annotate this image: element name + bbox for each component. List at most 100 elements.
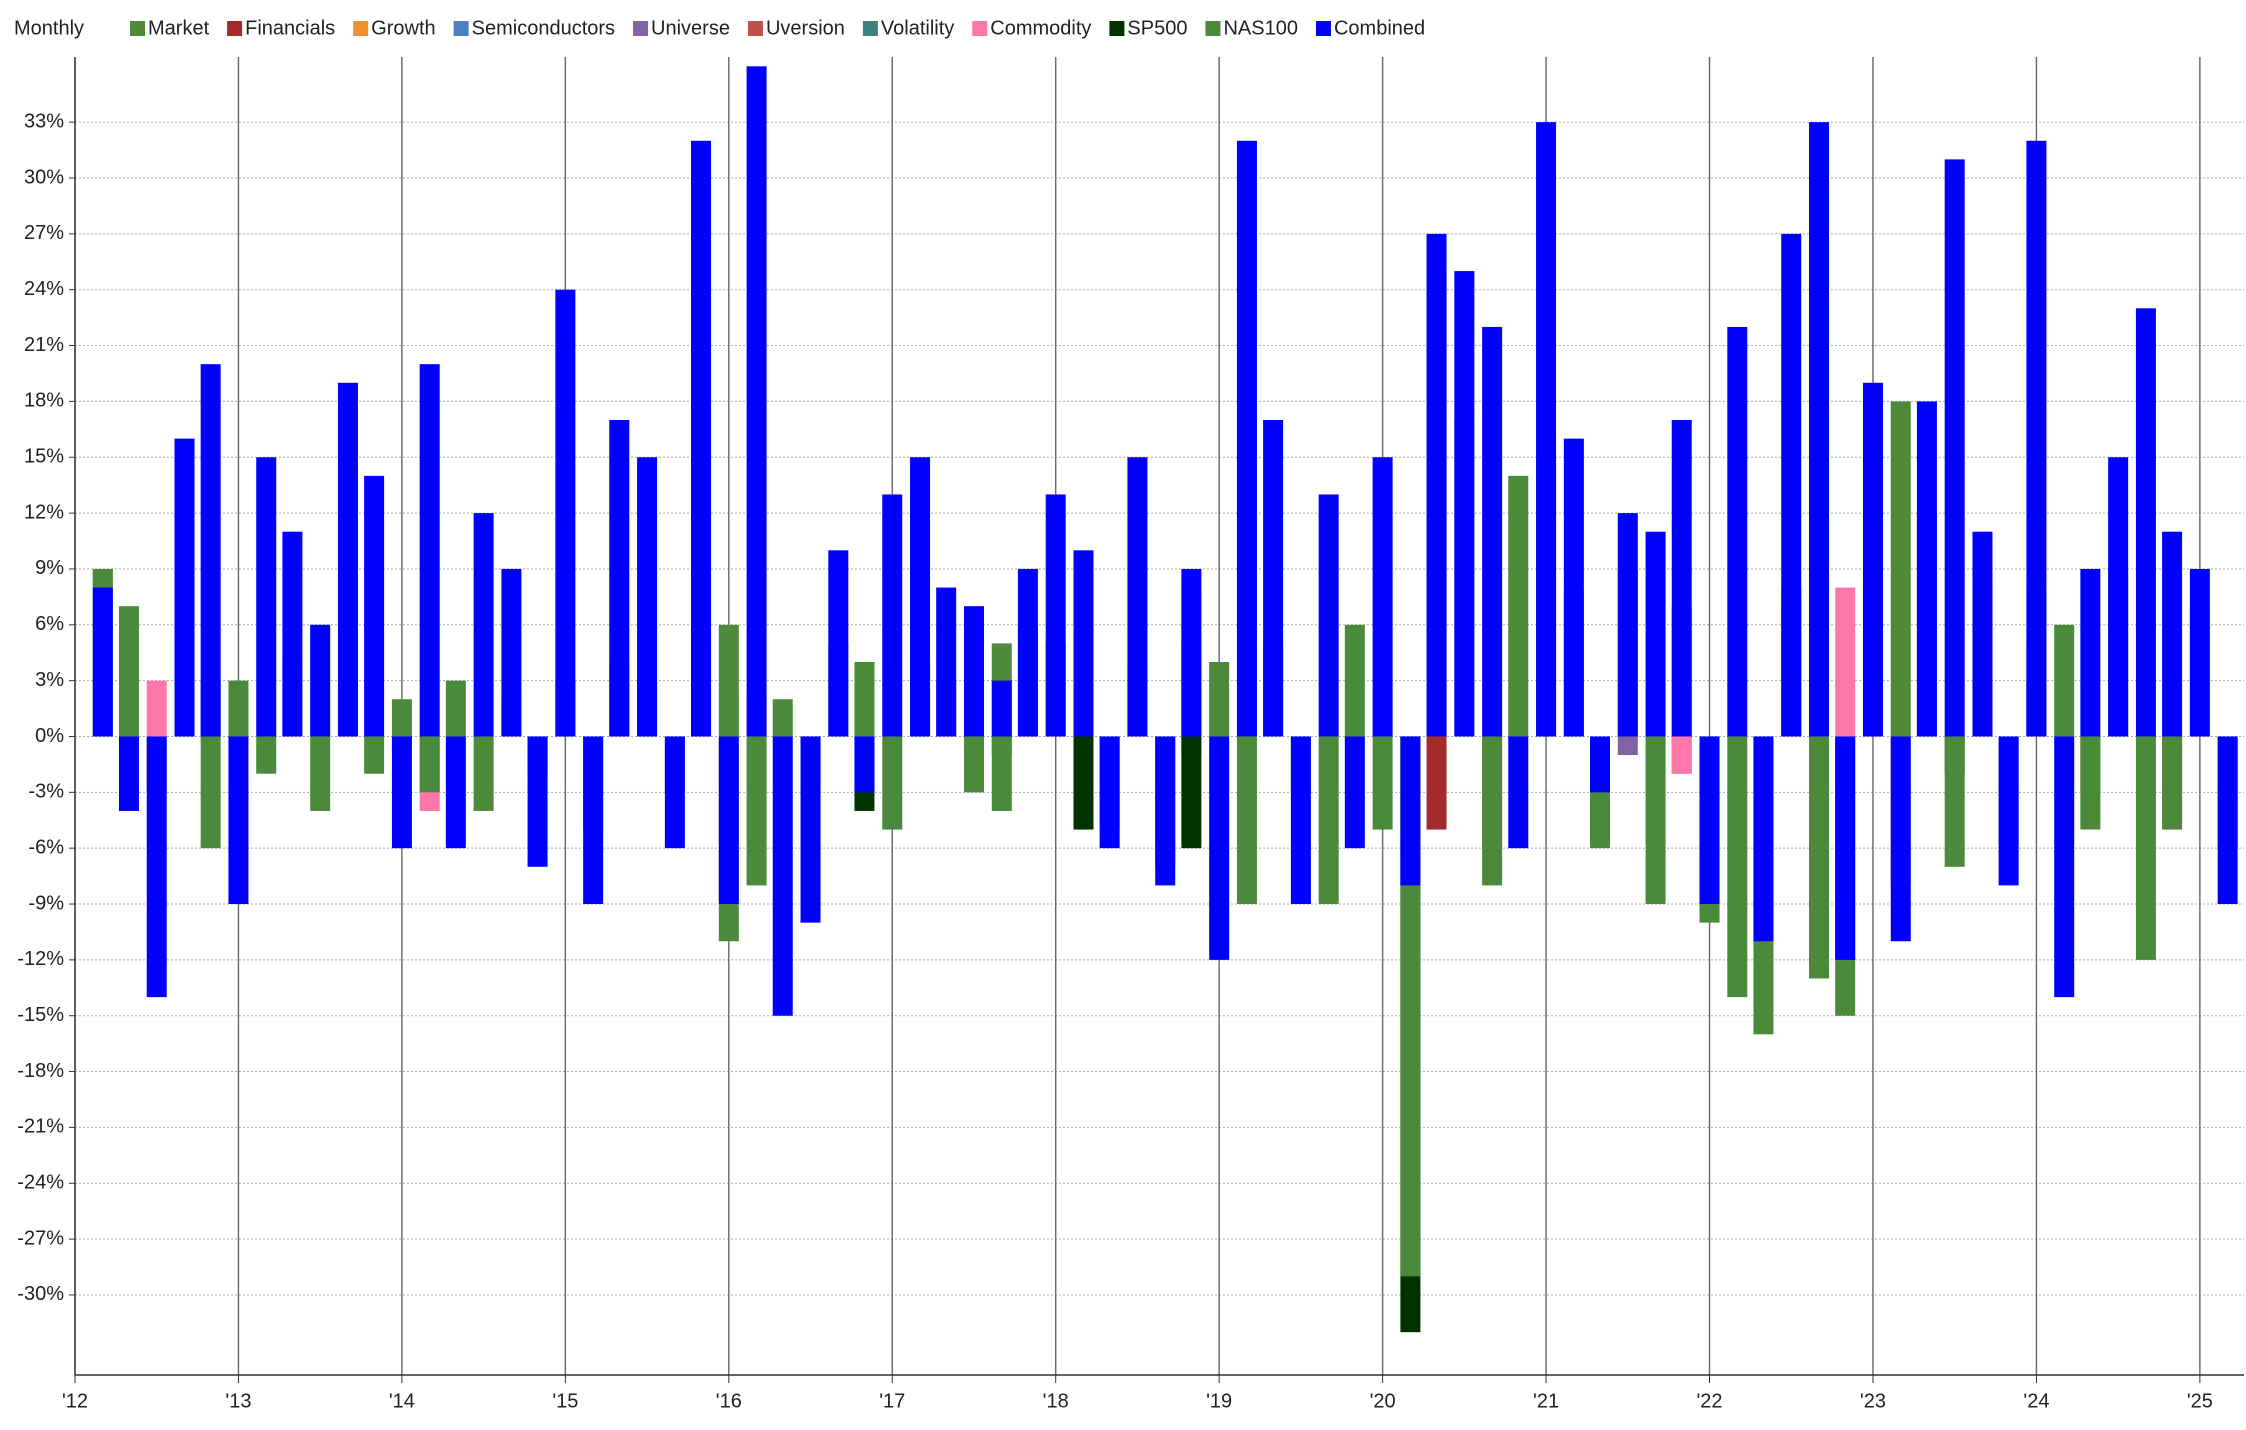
legend-label: Growth: [371, 17, 435, 39]
bar: [200, 736, 221, 849]
bar: [718, 624, 739, 737]
bar: [1890, 736, 1911, 942]
bar: [1344, 736, 1365, 849]
bar: [854, 662, 875, 737]
bar: [391, 736, 412, 849]
bar: [800, 736, 821, 923]
bar: [963, 736, 984, 793]
x-tick-label: '15: [552, 1390, 578, 1412]
bar: [1099, 736, 1120, 849]
bar: [1998, 736, 2019, 886]
bar: [991, 680, 1012, 737]
bar: [854, 736, 875, 793]
x-tick-label: '19: [1206, 1390, 1232, 1412]
bar: [1181, 568, 1202, 737]
bar: [419, 364, 440, 737]
legend-swatch: [972, 21, 988, 36]
bar: [419, 736, 440, 793]
bar: [1318, 494, 1339, 737]
bar: [1290, 736, 1311, 905]
bar: [1699, 736, 1720, 905]
y-tick-label: 15%: [24, 446, 64, 468]
bar: [1671, 736, 1692, 774]
legend-label: Uversion: [766, 17, 845, 39]
y-tick-label: 30%: [24, 166, 64, 188]
y-tick-label: -9%: [28, 892, 64, 914]
bar: [1155, 736, 1176, 886]
bar: [228, 680, 249, 737]
bar: [2162, 736, 2183, 830]
bar: [337, 382, 358, 737]
bar: [200, 364, 221, 737]
bar: [746, 66, 767, 737]
y-tick-label: 9%: [35, 557, 64, 579]
bar: [445, 680, 466, 737]
bar: [1617, 736, 1638, 756]
bar: [882, 494, 903, 737]
bar: [1972, 531, 1993, 737]
bar: [1617, 513, 1638, 737]
bar: [1508, 475, 1529, 737]
y-tick-label: -3%: [28, 781, 64, 803]
bar: [1017, 568, 1038, 737]
bar: [527, 736, 548, 867]
chart-title: Monthly: [14, 17, 84, 39]
legend-label: NAS100: [1223, 17, 1298, 39]
bar: [991, 736, 1012, 811]
bar: [772, 736, 793, 1016]
bar: [963, 606, 984, 737]
bar: [555, 289, 576, 737]
bar: [1835, 736, 1856, 960]
bar: [92, 587, 113, 737]
bar: [146, 736, 167, 998]
bar: [1781, 233, 1802, 737]
bar: [2189, 568, 2210, 737]
bar: [310, 736, 331, 811]
x-tick-label: '21: [1533, 1390, 1559, 1412]
bar: [364, 475, 385, 737]
bar: [1563, 438, 1584, 737]
bar: [718, 736, 739, 905]
bar: [1753, 736, 1774, 942]
bar: [310, 624, 331, 737]
bar: [1482, 326, 1503, 737]
bar: [256, 457, 277, 737]
bar: [1944, 159, 1965, 737]
bar: [2217, 736, 2238, 905]
x-tick-label: '24: [2023, 1390, 2049, 1412]
bar: [1645, 531, 1666, 737]
bar: [118, 606, 139, 737]
x-tick-label: '13: [225, 1390, 251, 1412]
bar: [609, 420, 630, 737]
x-tick-label: '22: [1696, 1390, 1722, 1412]
bar: [1809, 122, 1830, 737]
legend-label: Universe: [651, 17, 730, 39]
bar: [1426, 233, 1447, 737]
bar: [2135, 736, 2156, 960]
bar: [1944, 736, 1965, 867]
legend-swatch: [862, 21, 878, 36]
y-tick-label: 0%: [35, 725, 64, 747]
bar: [2162, 531, 2183, 737]
bar: [146, 680, 167, 737]
x-tick-label: '14: [389, 1390, 415, 1412]
x-tick-label: '18: [1043, 1390, 1069, 1412]
bar: [1073, 550, 1094, 737]
legend-swatch: [747, 21, 763, 36]
bar: [2054, 736, 2075, 998]
y-tick-label: 18%: [24, 390, 64, 412]
bar: [1426, 736, 1447, 830]
bar: [936, 587, 957, 737]
legend-swatch: [353, 21, 369, 36]
y-tick-label: 27%: [24, 222, 64, 244]
bar: [1318, 736, 1339, 905]
bar: [1671, 420, 1692, 737]
bar: [118, 736, 139, 811]
legend-swatch: [633, 21, 649, 36]
legend-label: Volatility: [881, 17, 954, 39]
bar: [2054, 624, 2075, 737]
bar: [1727, 736, 1748, 998]
bar: [1916, 401, 1937, 737]
